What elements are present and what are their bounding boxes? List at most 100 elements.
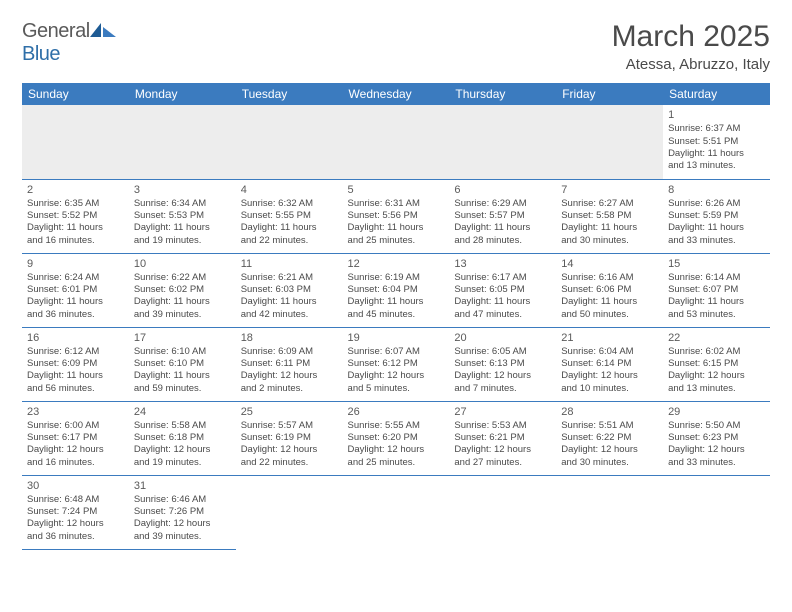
sunrise-line: Sunrise: 6:17 AM: [454, 272, 551, 284]
calendar-day-cell: 9Sunrise: 6:24 AMSunset: 6:01 PMDaylight…: [22, 253, 129, 327]
sunrise-line: Sunrise: 5:57 AM: [241, 420, 338, 432]
calendar-empty-cell: [343, 105, 450, 179]
sunset-line: Sunset: 5:51 PM: [668, 136, 765, 148]
sunrise-line: Sunrise: 6:26 AM: [668, 198, 765, 210]
sunset-line: Sunset: 5:56 PM: [348, 210, 445, 222]
calendar-day-cell: 14Sunrise: 6:16 AMSunset: 6:06 PMDayligh…: [556, 253, 663, 327]
day-number: 11: [241, 257, 338, 271]
daylight-line: Daylight: 11 hoursand 33 minutes.: [668, 222, 765, 247]
sunset-line: Sunset: 6:23 PM: [668, 432, 765, 444]
sunset-line: Sunset: 5:59 PM: [668, 210, 765, 222]
sunrise-line: Sunrise: 6:19 AM: [348, 272, 445, 284]
calendar-day-cell: 13Sunrise: 6:17 AMSunset: 6:05 PMDayligh…: [449, 253, 556, 327]
calendar-week-row: 16Sunrise: 6:12 AMSunset: 6:09 PM Dayligh…: [22, 327, 770, 401]
day-number: 9: [27, 257, 124, 271]
daylight-line: Daylight: 12 hoursand 2 minutes.: [241, 370, 338, 395]
calendar-page: GeneralBlue March 2025 Atessa, Abruzzo, …: [0, 0, 792, 570]
weekday-header: Sunday: [22, 83, 129, 105]
daylight-line: Daylight: 12 hoursand 27 minutes.: [454, 444, 551, 469]
daylight-line: Daylight: 11 hoursand 59 minutes.: [134, 370, 231, 395]
title-block: March 2025 Atessa, Abruzzo, Italy: [612, 20, 770, 73]
calendar-head: SundayMondayTuesdayWednesdayThursdayFrid…: [22, 83, 770, 105]
daylight-line: Daylight: 12 hoursand 5 minutes.: [348, 370, 445, 395]
sunset-line: Sunset: 6:06 PM: [561, 284, 658, 296]
day-number: 17: [134, 331, 231, 345]
calendar-empty-cell: [129, 105, 236, 179]
calendar-day-cell: 8Sunrise: 6:26 AMSunset: 5:59 PMDaylight…: [663, 179, 770, 253]
weekday-header-row: SundayMondayTuesdayWednesdayThursdayFrid…: [22, 83, 770, 105]
page-title: March 2025: [612, 20, 770, 54]
weekday-header: Thursday: [449, 83, 556, 105]
day-number: 25: [241, 405, 338, 419]
sunrise-line: Sunrise: 6:37 AM: [668, 123, 765, 135]
calendar-day-cell: 30Sunrise: 6:48 AMSunset: 7:24 PMDayligh…: [22, 475, 129, 549]
calendar-day-cell: 27Sunrise: 5:53 AMSunset: 6:21 PMDayligh…: [449, 401, 556, 475]
calendar-day-cell: 12Sunrise: 6:19 AMSunset: 6:04 PMDayligh…: [343, 253, 450, 327]
weekday-header: Wednesday: [343, 83, 450, 105]
sunset-line: Sunset: 6:13 PM: [454, 358, 551, 370]
calendar-day-cell: 23Sunrise: 6:00 AMSunset: 6:17 PMDayligh…: [22, 401, 129, 475]
brand-part1: General: [22, 20, 90, 42]
daylight-line: Daylight: 11 hoursand 16 minutes.: [27, 222, 124, 247]
day-number: 7: [561, 183, 658, 197]
daylight-line: Daylight: 11 hoursand 28 minutes.: [454, 222, 551, 247]
sunset-line: Sunset: 6:09 PM: [27, 358, 124, 370]
calendar-day-cell: 21Sunrise: 6:04 AMSunset: 6:14 PMDayligh…: [556, 327, 663, 401]
sunrise-line: Sunrise: 6:12 AM: [27, 346, 124, 358]
daylight-line: Daylight: 11 hoursand 30 minutes.: [561, 222, 658, 247]
sunset-line: Sunset: 6:18 PM: [134, 432, 231, 444]
calendar-day-cell: 1Sunrise: 6:37 AMSunset: 5:51 PMDaylight…: [663, 105, 770, 179]
sunrise-line: Sunrise: 6:27 AM: [561, 198, 658, 210]
sunrise-line: Sunrise: 6:24 AM: [27, 272, 124, 284]
sunrise-line: Sunrise: 6:35 AM: [27, 198, 124, 210]
sunset-line: Sunset: 5:57 PM: [454, 210, 551, 222]
sunset-line: Sunset: 5:58 PM: [561, 210, 658, 222]
day-number: 15: [668, 257, 765, 271]
daylight-line: Daylight: 11 hoursand 25 minutes.: [348, 222, 445, 247]
day-number: 19: [348, 331, 445, 345]
sunrise-line: Sunrise: 6:32 AM: [241, 198, 338, 210]
sunrise-line: Sunrise: 6:14 AM: [668, 272, 765, 284]
calendar-empty-cell: [663, 475, 770, 549]
day-number: 31: [134, 479, 231, 493]
sunset-line: Sunset: 6:02 PM: [134, 284, 231, 296]
day-number: 27: [454, 405, 551, 419]
day-number: 6: [454, 183, 551, 197]
day-number: 24: [134, 405, 231, 419]
day-number: 1: [668, 108, 765, 122]
sunrise-line: Sunrise: 6:31 AM: [348, 198, 445, 210]
calendar-day-cell: 18Sunrise: 6:09 AMSunset: 6:11 PMDayligh…: [236, 327, 343, 401]
calendar-empty-cell: [556, 105, 663, 179]
daylight-line: Daylight: 11 hoursand 19 minutes.: [134, 222, 231, 247]
sunrise-line: Sunrise: 6:05 AM: [454, 346, 551, 358]
sunset-line: Sunset: 5:55 PM: [241, 210, 338, 222]
calendar-day-cell: 5Sunrise: 6:31 AMSunset: 5:56 PMDaylight…: [343, 179, 450, 253]
calendar-day-cell: 28Sunrise: 5:51 AMSunset: 6:22 PMDayligh…: [556, 401, 663, 475]
sunrise-line: Sunrise: 6:16 AM: [561, 272, 658, 284]
calendar-table: SundayMondayTuesdayWednesdayThursdayFrid…: [22, 83, 770, 550]
calendar-week-row: 1Sunrise: 6:37 AMSunset: 5:51 PMDaylight…: [22, 105, 770, 179]
calendar-day-cell: 6Sunrise: 6:29 AMSunset: 5:57 PMDaylight…: [449, 179, 556, 253]
weekday-header: Friday: [556, 83, 663, 105]
sunrise-line: Sunrise: 6:04 AM: [561, 346, 658, 358]
day-number: 12: [348, 257, 445, 271]
sunrise-line: Sunrise: 6:02 AM: [668, 346, 765, 358]
daylight-line: Daylight: 12 hoursand 33 minutes.: [668, 444, 765, 469]
daylight-line: Daylight: 12 hoursand 19 minutes.: [134, 444, 231, 469]
sunrise-line: Sunrise: 5:53 AM: [454, 420, 551, 432]
daylight-line: Daylight: 11 hoursand 13 minutes.: [668, 148, 765, 173]
sunrise-line: Sunrise: 6:34 AM: [134, 198, 231, 210]
day-number: 30: [27, 479, 124, 493]
daylight-line: Daylight: 12 hoursand 7 minutes.: [454, 370, 551, 395]
calendar-day-cell: 10Sunrise: 6:22 AMSunset: 6:02 PMDayligh…: [129, 253, 236, 327]
sunset-line: Sunset: 6:14 PM: [561, 358, 658, 370]
day-number: 16: [27, 331, 124, 345]
sunset-line: Sunset: 6:04 PM: [348, 284, 445, 296]
daylight-line: Daylight: 12 hoursand 36 minutes.: [27, 518, 124, 543]
day-number: 18: [241, 331, 338, 345]
weekday-header: Monday: [129, 83, 236, 105]
sunset-line: Sunset: 6:19 PM: [241, 432, 338, 444]
sunset-line: Sunset: 6:03 PM: [241, 284, 338, 296]
daylight-line: Daylight: 12 hoursand 39 minutes.: [134, 518, 231, 543]
daylight-line: Daylight: 12 hoursand 10 minutes.: [561, 370, 658, 395]
